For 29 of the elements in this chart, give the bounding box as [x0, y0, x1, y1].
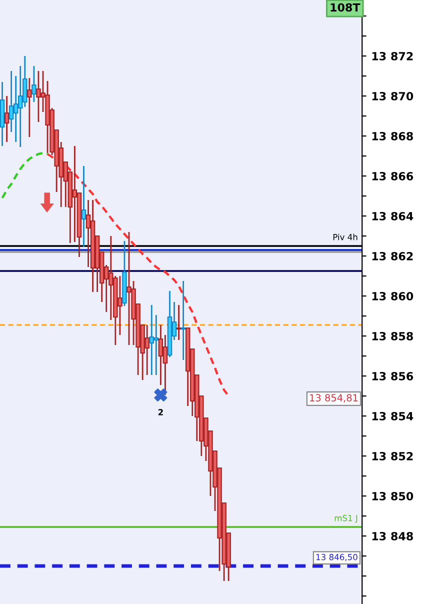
y-tick-label: 13 866	[372, 172, 414, 180]
y-tick-label: 13 848	[372, 532, 413, 540]
ref-line-label: mS1 J	[334, 514, 358, 523]
y-tick-label: 13 870	[372, 92, 414, 100]
candlestick	[72, 145, 78, 243]
y-tick-label: 13 864	[372, 212, 414, 220]
annotation: 108T	[330, 3, 360, 12]
annotation: 2	[158, 409, 163, 416]
annotation: 13 854,81	[310, 394, 358, 402]
y-tick-label: 13 872	[372, 52, 413, 60]
line-series	[1, 152, 49, 200]
y-tick-label: 13 862	[372, 252, 413, 260]
y-tick-label: 13 868	[372, 132, 413, 140]
y-tick-label: 13 850	[372, 492, 414, 500]
candlestick	[27, 77, 32, 138]
candlestick	[180, 280, 186, 361]
ref-line-label: 13 846,50	[316, 554, 358, 562]
candlestick	[176, 304, 182, 341]
line-series	[46, 152, 230, 398]
y-tick-label: 13 852	[372, 452, 413, 460]
candlestick	[4, 95, 10, 143]
candlestick	[32, 65, 36, 103]
y-tick-label: 13 854	[372, 412, 414, 420]
y-tick-label: 13 856	[372, 372, 414, 380]
y-tick-label: 13 860	[372, 292, 414, 300]
candlestick	[81, 165, 86, 248]
y-tick-label: 13 858	[372, 332, 413, 340]
candlestick	[154, 314, 159, 376]
ref-line-label: Piv 4h	[333, 234, 358, 240]
